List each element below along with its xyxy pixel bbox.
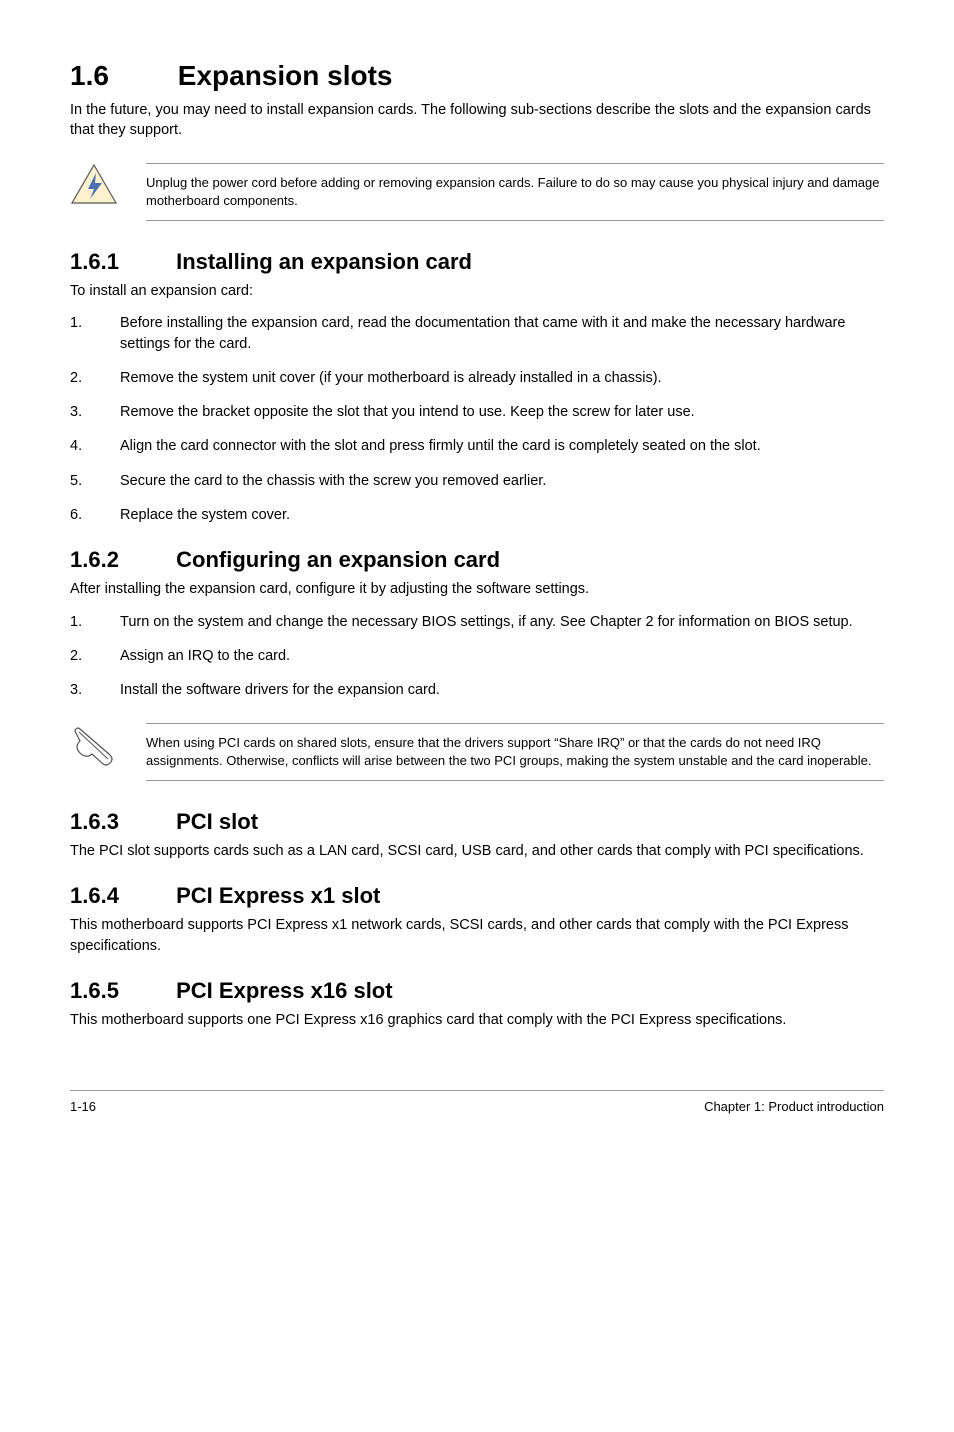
heading-title: Installing an expansion card: [176, 249, 472, 274]
heading-1-6-3: 1.6.3 PCI slot: [70, 809, 884, 835]
list-item: 2. Remove the system unit cover (if your …: [70, 368, 884, 388]
list-item: 5. Secure the card to the chassis with th…: [70, 471, 884, 491]
heading-num: 1.6.1: [70, 249, 170, 275]
heading-num: 1.6.2: [70, 547, 170, 573]
heading-1-6-4: 1.6.4 PCI Express x1 slot: [70, 883, 884, 909]
section-1-6-4: 1.6.4 PCI Express x1 slot This motherboa…: [70, 883, 884, 956]
section-intro: To install an expansion card:: [70, 281, 884, 301]
list-item: 2. Assign an IRQ to the card.: [70, 646, 884, 666]
ordered-list: 1. Turn on the system and change the nece…: [70, 612, 884, 701]
list-item: 3. Install the software drivers for the e…: [70, 680, 884, 700]
page-number: 1-16: [70, 1099, 96, 1114]
heading-1-6-2: 1.6.2 Configuring an expansion card: [70, 547, 884, 573]
note-icon: [70, 723, 118, 772]
list-item-number: 2.: [70, 646, 88, 666]
warning-callout: Unplug the power cord before adding or r…: [70, 163, 884, 221]
note-callout: When using PCI cards on shared slots, en…: [70, 723, 884, 781]
section-1-6-5: 1.6.5 PCI Express x16 slot This motherbo…: [70, 978, 884, 1030]
warning-icon: [70, 163, 118, 212]
list-item-number: 5.: [70, 471, 88, 491]
heading-title: PCI slot: [176, 809, 258, 834]
list-item-number: 3.: [70, 680, 88, 700]
section-body: This motherboard supports PCI Express x1…: [70, 915, 884, 956]
heading-title: PCI Express x16 slot: [176, 978, 392, 1003]
list-item-text: Turn on the system and change the necess…: [120, 612, 884, 632]
list-item-number: 1.: [70, 313, 88, 354]
ordered-list: 1. Before installing the expansion card, …: [70, 313, 884, 525]
list-item-text: Before installing the expansion card, re…: [120, 313, 884, 354]
heading-1-6: 1.6 Expansion slots: [70, 60, 884, 92]
list-item: 4. Align the card connector with the slot…: [70, 436, 884, 456]
list-item: 1. Before installing the expansion card, …: [70, 313, 884, 354]
section-1-6-1: 1.6.1 Installing an expansion card To in…: [70, 249, 884, 525]
heading-num: 1.6.5: [70, 978, 170, 1004]
list-item-text: Replace the system cover.: [120, 505, 884, 525]
heading-title: PCI Express x1 slot: [176, 883, 380, 908]
list-item: 6. Replace the system cover.: [70, 505, 884, 525]
list-item-number: 1.: [70, 612, 88, 632]
list-item-text: Install the software drivers for the exp…: [120, 680, 884, 700]
heading-1-6-5: 1.6.5 PCI Express x16 slot: [70, 978, 884, 1004]
section-1-6-2: 1.6.2 Configuring an expansion card Afte…: [70, 547, 884, 700]
section-intro: After installing the expansion card, con…: [70, 579, 884, 599]
list-item-text: Remove the bracket opposite the slot tha…: [120, 402, 884, 422]
list-item-text: Remove the system unit cover (if your mo…: [120, 368, 884, 388]
list-item-text: Secure the card to the chassis with the …: [120, 471, 884, 491]
note-text: When using PCI cards on shared slots, en…: [146, 723, 884, 781]
section-body: The PCI slot supports cards such as a LA…: [70, 841, 884, 861]
page-footer: 1-16 Chapter 1: Product introduction: [70, 1090, 884, 1114]
heading-1-6-1: 1.6.1 Installing an expansion card: [70, 249, 884, 275]
list-item-text: Assign an IRQ to the card.: [120, 646, 884, 666]
heading-num: 1.6.4: [70, 883, 170, 909]
list-item: 1. Turn on the system and change the nece…: [70, 612, 884, 632]
list-item-text: Align the card connector with the slot a…: [120, 436, 884, 456]
list-item-number: 2.: [70, 368, 88, 388]
heading-title: Expansion slots: [178, 60, 393, 91]
list-item-number: 3.: [70, 402, 88, 422]
list-item-number: 6.: [70, 505, 88, 525]
list-item: 3. Remove the bracket opposite the slot t…: [70, 402, 884, 422]
warning-text: Unplug the power cord before adding or r…: [146, 163, 884, 221]
section-body: This motherboard supports one PCI Expres…: [70, 1010, 884, 1030]
intro-text: In the future, you may need to install e…: [70, 100, 884, 141]
heading-title: Configuring an expansion card: [176, 547, 500, 572]
section-1-6: 1.6 Expansion slots In the future, you m…: [70, 60, 884, 141]
heading-num: 1.6.3: [70, 809, 170, 835]
chapter-label: Chapter 1: Product introduction: [704, 1099, 884, 1114]
section-1-6-3: 1.6.3 PCI slot The PCI slot supports car…: [70, 809, 884, 861]
heading-num: 1.6: [70, 60, 170, 92]
list-item-number: 4.: [70, 436, 88, 456]
